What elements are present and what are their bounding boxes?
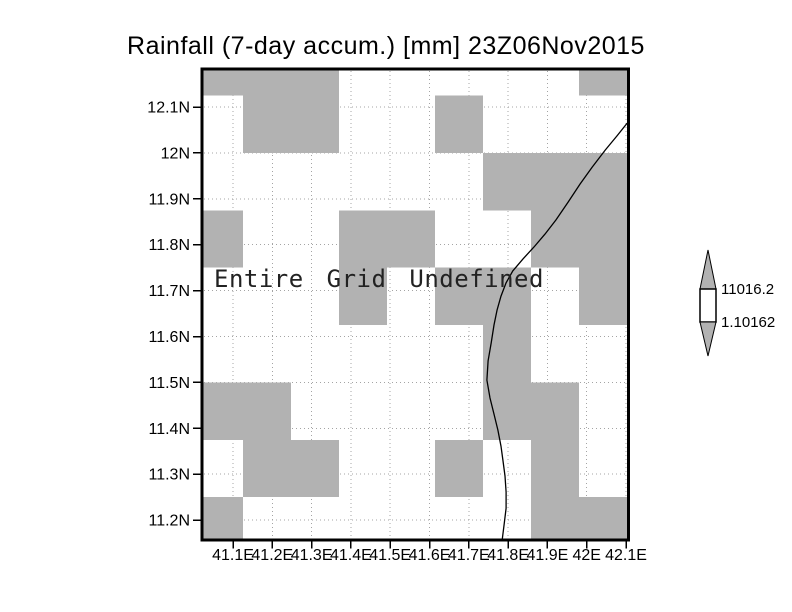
colorbar-bottom-label: 1.10162 <box>721 314 775 331</box>
y-tick-label: 12.1N <box>147 100 190 117</box>
undefined-grid-cell <box>242 68 292 96</box>
undefined-grid-cell <box>482 267 531 325</box>
x-tick-label: 41.5E <box>369 547 411 564</box>
undefined-grid-cell <box>291 439 340 498</box>
undefined-grid-cell <box>291 68 340 96</box>
undefined-grid-cell <box>578 210 629 268</box>
plot-title: Rainfall (7-day accum.) [mm] 23Z06Nov201… <box>127 32 645 60</box>
undefined-grid-cell <box>435 95 483 153</box>
undefined-grid-cell <box>530 210 579 268</box>
undefined-grid-cell <box>530 152 579 211</box>
undefined-grid-cell <box>202 382 243 440</box>
undefined-grid-cell <box>339 267 387 325</box>
undefined-grid-cell <box>578 267 629 325</box>
colorbar: 11016.2 1.10162 <box>699 249 775 357</box>
undefined-grid-cell <box>578 497 629 541</box>
x-tick-label: 41.9E <box>526 547 568 564</box>
undefined-grid-cell <box>387 210 435 268</box>
x-tick-label: 41.6E <box>409 547 451 564</box>
undefined-grid-cell <box>482 152 531 211</box>
y-tick-label: 12N <box>161 145 190 162</box>
colorbar-top-label: 11016.2 <box>721 281 774 298</box>
x-tick-label: 41.4E <box>330 547 372 564</box>
undefined-grid-cell <box>435 267 483 325</box>
y-tick-label: 11.6N <box>148 329 190 346</box>
x-tick-label: 42E <box>572 547 600 564</box>
undefined-grid-cell <box>242 439 292 498</box>
x-tick-label: 41.3E <box>291 547 333 564</box>
undefined-grid-cell <box>435 439 483 498</box>
undefined-grid-cell <box>202 68 243 96</box>
undefined-grid-cell <box>242 382 292 440</box>
undefined-grid-cell <box>202 210 243 268</box>
colorbar-bottom-arrow <box>699 321 717 357</box>
x-tick-label: 41.8E <box>487 547 529 564</box>
undefined-grid-cell <box>530 439 579 498</box>
undefined-grid-cell <box>530 382 579 440</box>
undefined-grid-cell <box>530 497 579 541</box>
y-tick-label: 11.2N <box>148 513 190 530</box>
x-tick-label: 41.1E <box>212 547 254 564</box>
x-tick-label: 41.2E <box>251 547 293 564</box>
y-tick-label: 11.3N <box>148 467 190 484</box>
y-tick-label: 11.8N <box>148 237 190 254</box>
y-tick-label: 11.9N <box>148 191 190 208</box>
y-tick-label: 11.7N <box>148 283 190 300</box>
colorbar-cell <box>699 288 717 323</box>
coastline <box>486 122 628 540</box>
y-tick-label: 11.4N <box>148 421 190 438</box>
colorbar-top-arrow <box>699 249 717 290</box>
undefined-grid-cell <box>578 152 629 211</box>
undefined-grid-cell <box>482 382 531 440</box>
undefined-overlay-text: Entire Grid Undefined <box>214 265 544 293</box>
undefined-grid-cell <box>242 95 292 153</box>
undefined-grid-cell <box>578 68 629 96</box>
x-tick-label: 42.1E <box>605 547 647 564</box>
x-tick-label: 41.7E <box>448 547 490 564</box>
y-tick-label: 11.5N <box>148 375 190 392</box>
undefined-grid-cell <box>202 497 243 541</box>
undefined-grid-cell <box>291 95 340 153</box>
undefined-grid-cell <box>339 210 387 268</box>
undefined-grid-cell <box>482 325 531 383</box>
map-frame <box>200 67 630 542</box>
